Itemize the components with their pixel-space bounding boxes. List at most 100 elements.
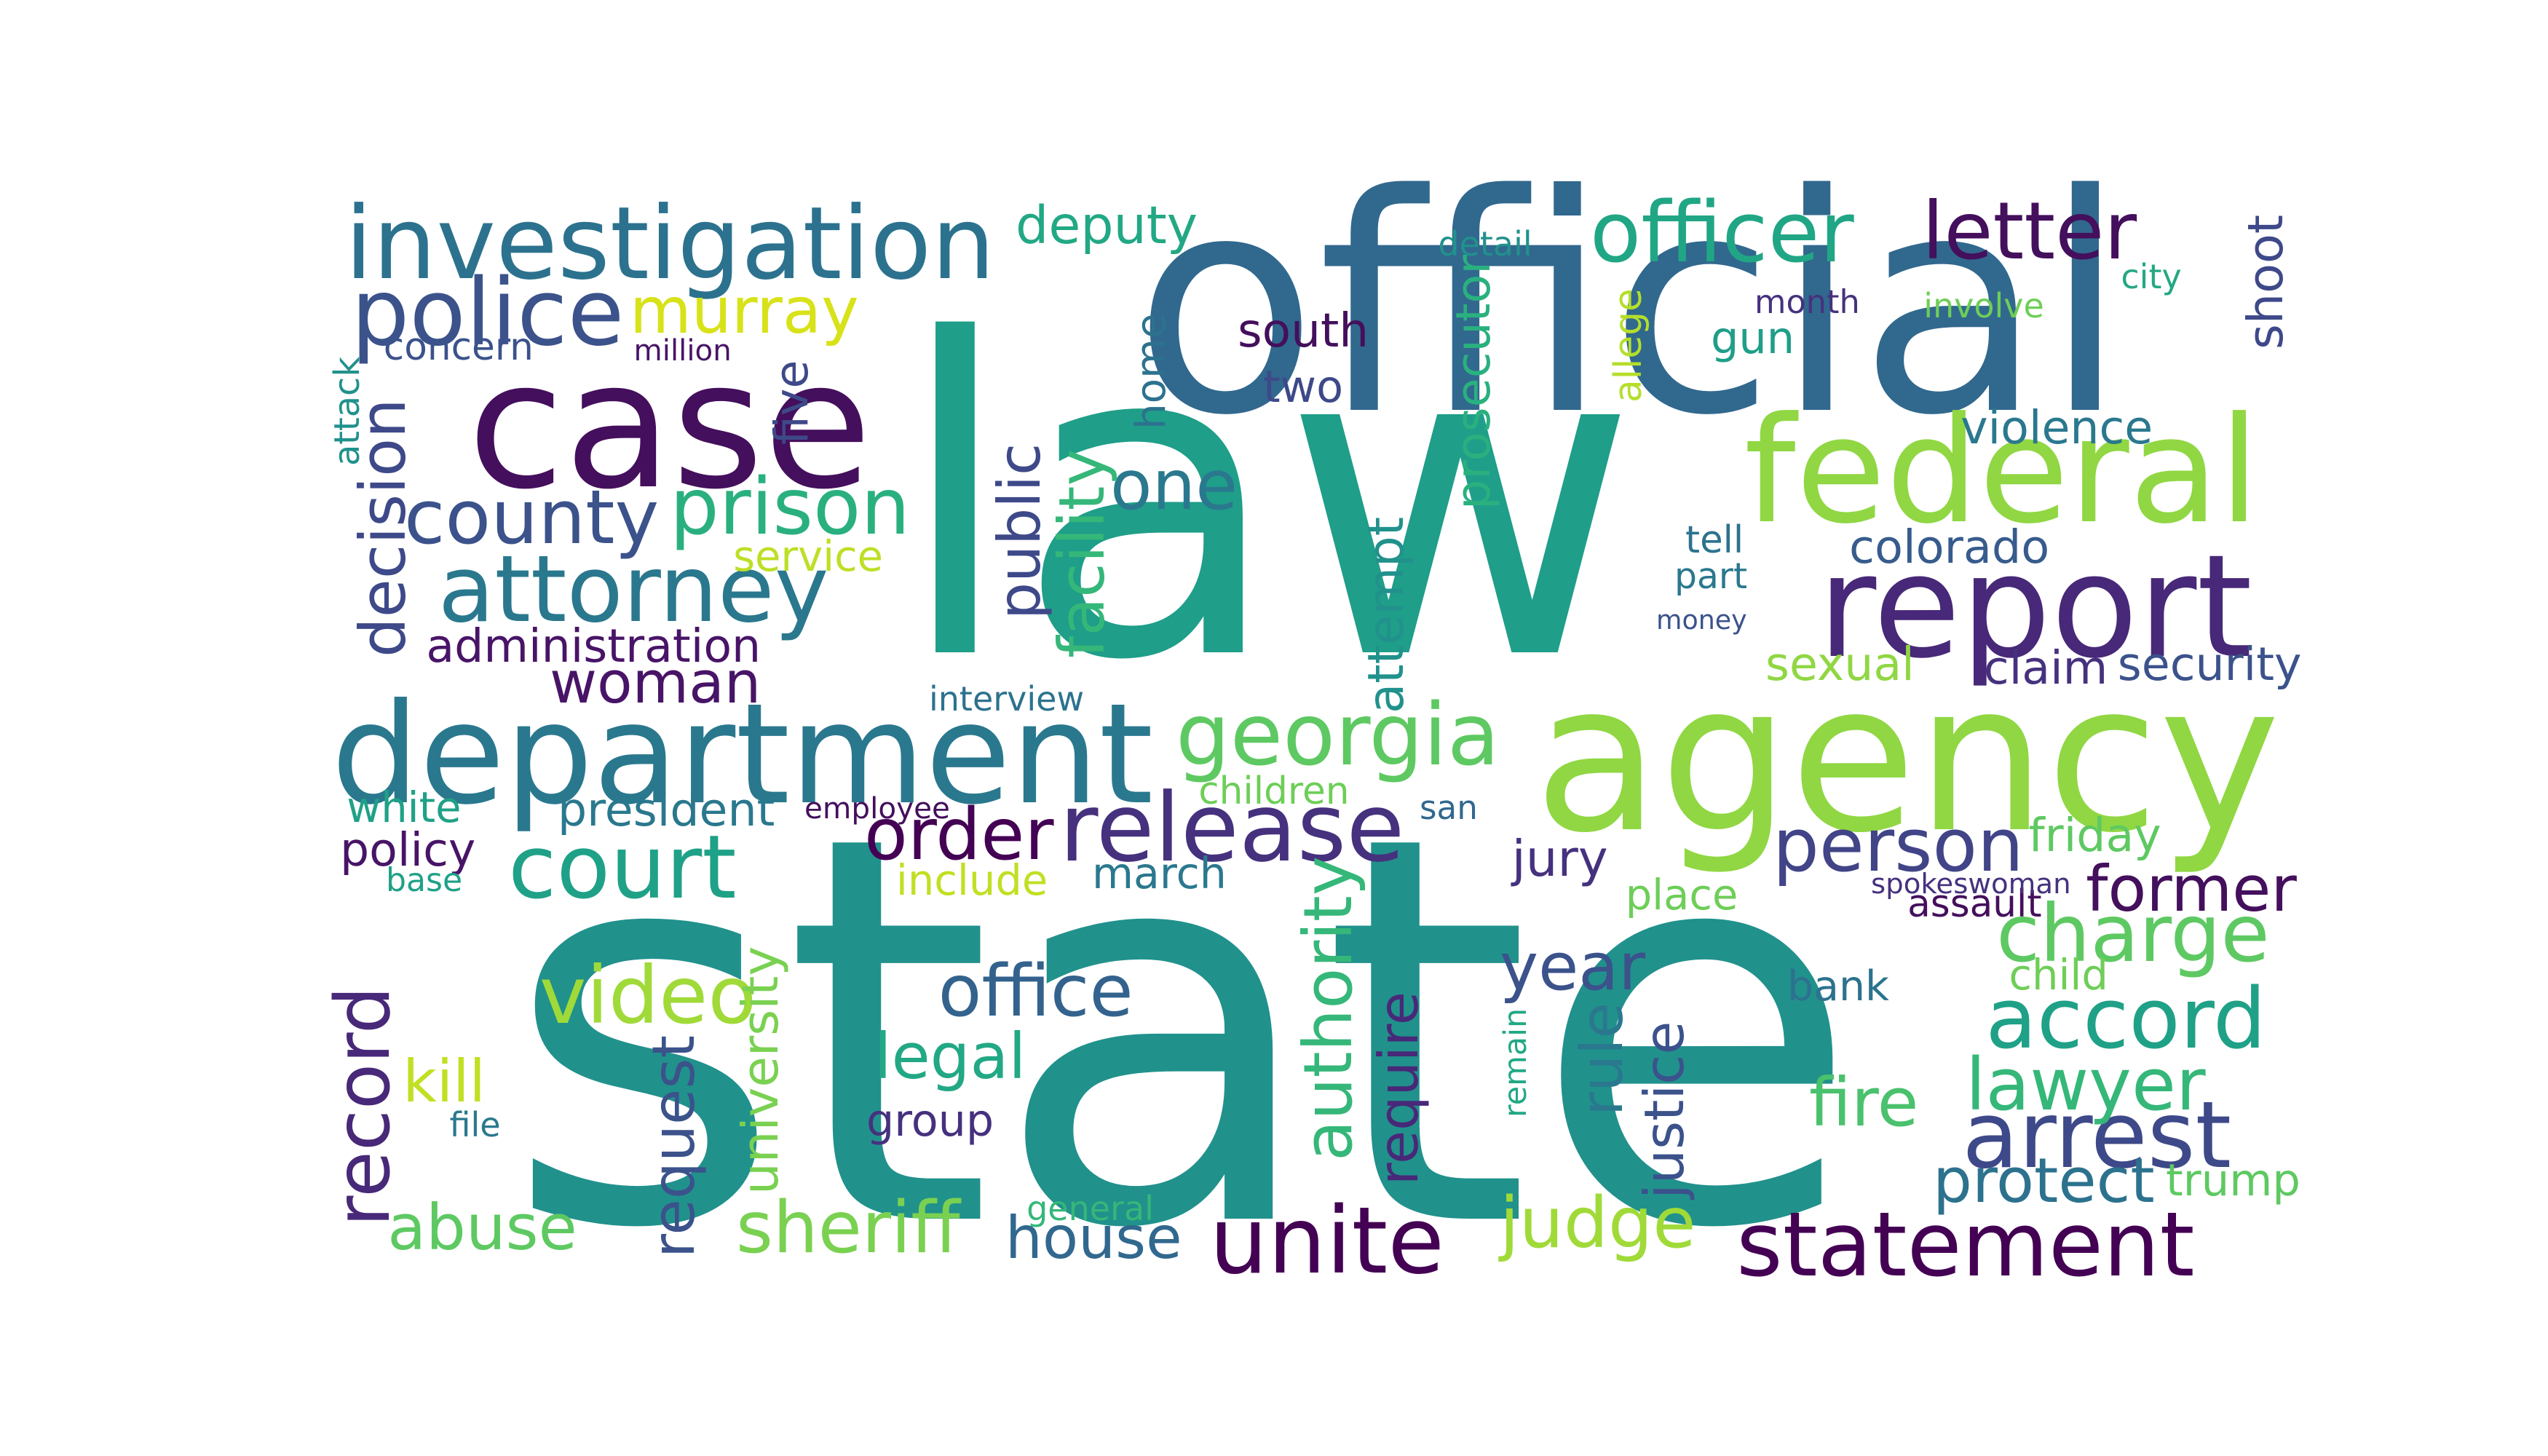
word-base: base xyxy=(386,861,463,899)
word-attempt: attempt xyxy=(1358,516,1415,713)
word-five: five xyxy=(764,360,818,445)
word-statement: statement xyxy=(1736,1192,2195,1297)
word-protect: protect xyxy=(1933,1145,2155,1217)
word-involve: involve xyxy=(1923,286,2044,325)
word-charge: charge xyxy=(1996,887,2270,980)
word-police: police xyxy=(351,258,625,366)
word-investigation: investigation xyxy=(344,185,995,302)
word-federal: federal xyxy=(1744,385,2260,556)
word-law: law xyxy=(894,249,1639,756)
word-deputy: deputy xyxy=(1016,195,1198,256)
word-service: service xyxy=(733,532,884,582)
word-kill: kill xyxy=(403,1046,486,1115)
word-security: security xyxy=(2117,636,2302,691)
word-allege: allege xyxy=(1606,288,1650,403)
word-bank: bank xyxy=(1787,962,1889,1010)
word-record: record xyxy=(320,986,408,1227)
word-policy: policy xyxy=(340,822,476,877)
word-sheriff: sheriff xyxy=(736,1186,960,1270)
word-letter: letter xyxy=(1922,184,2137,277)
word-order: order xyxy=(864,793,1054,877)
word-sexual: sexual xyxy=(1765,636,1915,691)
word-administration: administration xyxy=(426,618,761,673)
word-justice: justice xyxy=(1633,1021,1697,1200)
word-unite: unite xyxy=(1209,1187,1445,1294)
word-jury: jury xyxy=(1511,829,1608,888)
word-white: white xyxy=(347,783,462,833)
word-place: place xyxy=(1625,871,1738,920)
word-south: south xyxy=(1238,303,1369,358)
word-attack: attack xyxy=(327,356,368,466)
word-file: file xyxy=(449,1105,501,1144)
word-request: request xyxy=(638,1034,708,1258)
word-authority: authority xyxy=(1289,855,1367,1161)
word-detail: detail xyxy=(1438,224,1532,264)
word-claim: claim xyxy=(1983,640,2108,695)
word-president: president xyxy=(558,782,775,836)
word-san: san xyxy=(1420,788,1478,828)
word-money: money xyxy=(1656,604,1747,636)
word-employee: employee xyxy=(804,790,950,826)
word-county: county xyxy=(404,475,660,562)
word-trump: trump xyxy=(2166,1155,2300,1207)
word-office: office xyxy=(938,949,1133,1033)
word-assault: assault xyxy=(1907,882,2042,926)
word-concern: concern xyxy=(383,325,534,369)
word-general: general xyxy=(1026,1189,1154,1228)
word-officer: officer xyxy=(1589,183,1854,282)
word-remain: remain xyxy=(1497,1008,1535,1117)
word-arrest: arrest xyxy=(1962,1081,2232,1189)
word-tell: tell xyxy=(1685,518,1744,562)
word-part: part xyxy=(1674,555,1748,598)
word-abuse: abuse xyxy=(387,1192,577,1265)
word-georgia: georgia xyxy=(1176,685,1500,786)
word-colorado: colorado xyxy=(1849,520,2050,574)
word-rule: rule xyxy=(1567,1002,1636,1117)
word-department: department xyxy=(331,674,1154,836)
word-year: year xyxy=(1500,930,1646,1006)
word-march: march xyxy=(1092,848,1227,898)
word-prison: prison xyxy=(670,462,911,553)
word-lawyer: lawyer xyxy=(1966,1042,2206,1127)
word-include: include xyxy=(895,856,1048,906)
word-one: one xyxy=(1110,446,1238,526)
word-video: video xyxy=(539,949,757,1042)
word-release: release xyxy=(1059,772,1405,884)
word-gun: gun xyxy=(1711,312,1795,364)
word-former: former xyxy=(2086,853,2297,927)
word-prosecutor: prosecutor xyxy=(1446,254,1502,510)
word-home: home xyxy=(1128,313,1176,430)
word-agency: agency xyxy=(1534,638,2281,878)
word-legal: legal xyxy=(874,1021,1026,1094)
word-city: city xyxy=(2121,257,2182,296)
word-attorney: attorney xyxy=(438,535,829,643)
word-university: university xyxy=(731,946,790,1195)
word-accord: accord xyxy=(1985,970,2266,1068)
word-fire: fire xyxy=(1809,1064,1919,1142)
word-violence: violence xyxy=(1961,400,2153,454)
word-children: children xyxy=(1198,769,1350,813)
word-state: state xyxy=(504,721,1861,1345)
word-shoot: shoot xyxy=(2237,214,2295,349)
word-friday: friday xyxy=(2028,807,2161,862)
word-group: group xyxy=(866,1095,994,1147)
word-million: million xyxy=(633,333,732,368)
word-judge: judge xyxy=(1500,1182,1696,1264)
word-child: child xyxy=(2009,951,2108,1000)
word-month: month xyxy=(1754,282,1860,321)
word-murray: murray xyxy=(630,274,859,348)
word-official: official xyxy=(1133,130,2127,481)
word-woman: woman xyxy=(550,648,761,716)
word-report: report xyxy=(1817,525,2252,691)
word-facility: facility xyxy=(1046,448,1120,658)
word-court: court xyxy=(508,817,737,919)
word-two: two xyxy=(1263,362,1344,414)
word-spokeswoman: spokeswoman xyxy=(1871,867,2071,901)
word-public: public xyxy=(984,443,1053,620)
word-interview: interview xyxy=(929,679,1085,719)
word-person: person xyxy=(1773,803,2024,889)
word-house: house xyxy=(1005,1203,1182,1272)
word-case: case xyxy=(467,323,872,529)
word-require: require xyxy=(1367,992,1431,1186)
